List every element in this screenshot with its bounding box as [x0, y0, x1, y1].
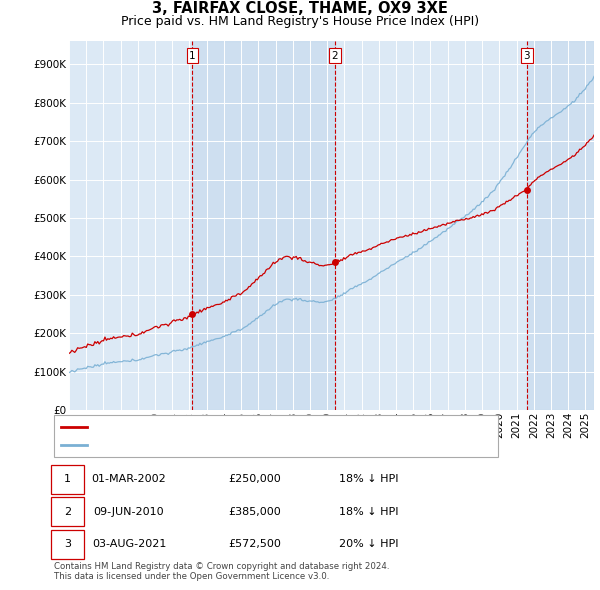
Text: £572,500: £572,500: [229, 539, 281, 549]
Text: Contains HM Land Registry data © Crown copyright and database right 2024.
This d: Contains HM Land Registry data © Crown c…: [54, 562, 389, 581]
Text: HPI: Average price, detached house, South Oxfordshire: HPI: Average price, detached house, Sout…: [94, 440, 382, 450]
Text: 03-AUG-2021: 03-AUG-2021: [92, 539, 166, 549]
Text: 2: 2: [64, 507, 71, 517]
Text: 01-MAR-2002: 01-MAR-2002: [92, 474, 166, 484]
Text: 1: 1: [64, 474, 71, 484]
Text: Price paid vs. HM Land Registry's House Price Index (HPI): Price paid vs. HM Land Registry's House …: [121, 15, 479, 28]
Text: £385,000: £385,000: [229, 507, 281, 517]
Text: 18% ↓ HPI: 18% ↓ HPI: [339, 474, 399, 484]
Text: 3, FAIRFAX CLOSE, THAME, OX9 3XE: 3, FAIRFAX CLOSE, THAME, OX9 3XE: [152, 1, 448, 16]
Text: 2: 2: [331, 51, 338, 61]
Text: 1: 1: [189, 51, 196, 61]
Text: 09-JUN-2010: 09-JUN-2010: [94, 507, 164, 517]
Bar: [193, 41, 335, 410]
Text: 20% ↓ HPI: 20% ↓ HPI: [339, 539, 399, 549]
Text: £250,000: £250,000: [229, 474, 281, 484]
Text: 3: 3: [64, 539, 71, 549]
Bar: [527, 41, 594, 410]
Text: 3: 3: [523, 51, 530, 61]
Text: 18% ↓ HPI: 18% ↓ HPI: [339, 507, 399, 517]
Text: 3, FAIRFAX CLOSE, THAME, OX9 3XE (detached house): 3, FAIRFAX CLOSE, THAME, OX9 3XE (detach…: [94, 422, 376, 432]
